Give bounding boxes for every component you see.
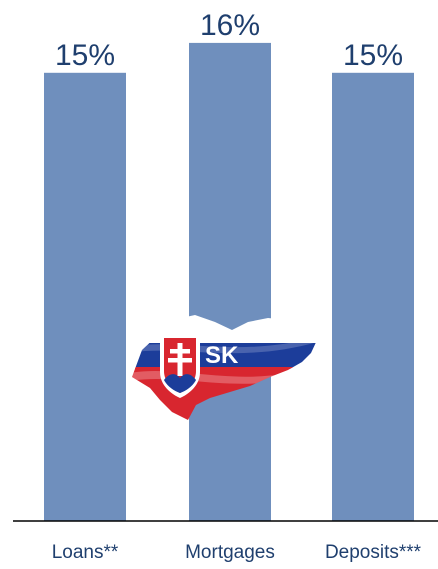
bar-0 — [44, 72, 126, 522]
bar-2 — [332, 72, 414, 522]
tick-labels-layer: Loans** Mortgages Deposits*** — [52, 542, 422, 563]
logo-text: SK — [205, 342, 239, 369]
value-label-0: 15% — [55, 39, 115, 72]
tick-label-1: Mortgages — [185, 542, 275, 563]
value-label-1: 16% — [200, 9, 260, 42]
value-label-2: 15% — [343, 39, 403, 72]
bars-layer — [44, 42, 414, 522]
tick-label-2: Deposits*** — [325, 542, 422, 563]
value-labels-layer: 15% 16% 15% — [55, 9, 403, 72]
tick-label-0: Loans** — [52, 542, 119, 563]
bar-1 — [189, 42, 271, 522]
